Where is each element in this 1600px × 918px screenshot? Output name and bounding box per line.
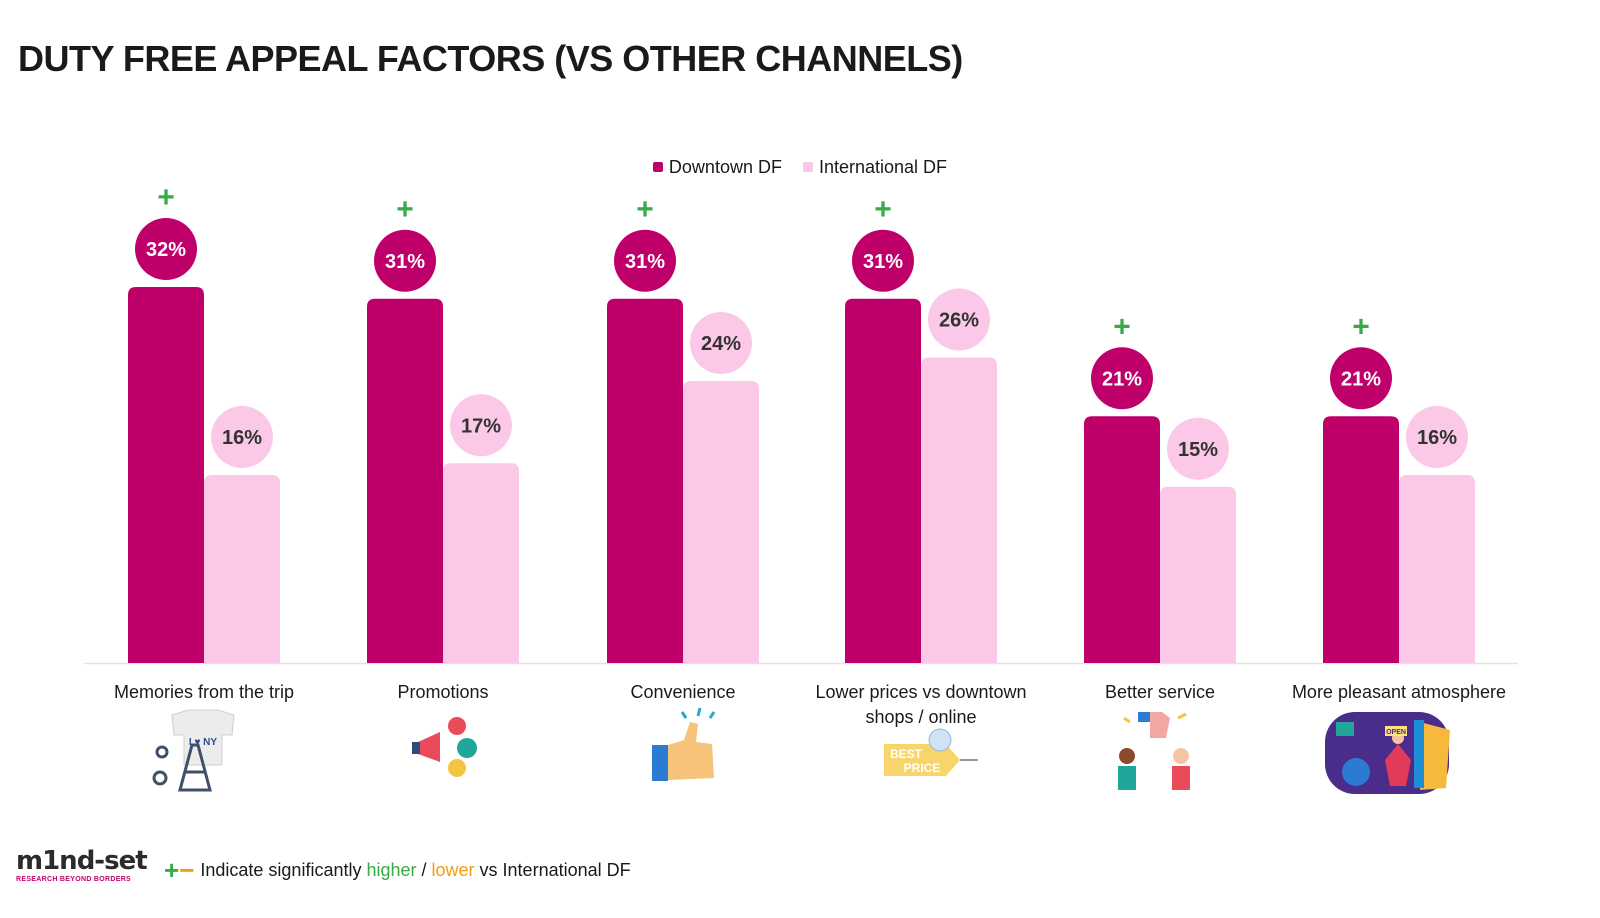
note-prefix: Indicate significantly bbox=[200, 860, 367, 880]
note-separator: / bbox=[416, 860, 432, 880]
data-label: 15% bbox=[1178, 439, 1218, 461]
logo-tagline: RESEARCH BEYOND BORDERS bbox=[16, 876, 132, 883]
tick-label: Promotions bbox=[397, 682, 488, 702]
significance-plus: + bbox=[874, 193, 892, 226]
data-label: 26% bbox=[939, 310, 979, 332]
data-label-bubble bbox=[690, 312, 752, 374]
bar-downtown bbox=[845, 298, 921, 663]
svg-text:BEST: BEST bbox=[890, 747, 923, 761]
data-label: 16% bbox=[222, 427, 262, 449]
data-label: 24% bbox=[701, 333, 741, 355]
mindset-logo: m1nd-set RESEARCH BEYOND BORDERS bbox=[16, 846, 148, 883]
service-icon bbox=[1118, 712, 1190, 790]
bar-downtown bbox=[1084, 416, 1160, 663]
data-label-bubble bbox=[1167, 417, 1229, 480]
data-label-bubble bbox=[1091, 347, 1153, 410]
bar-downtown bbox=[1323, 416, 1399, 663]
data-label-bubble bbox=[852, 229, 914, 292]
data-label: 21% bbox=[1102, 368, 1142, 390]
tick-label: Memories from the trip bbox=[114, 682, 294, 702]
legend-label-downtown: Downtown DF bbox=[668, 157, 782, 177]
data-label-bubble bbox=[928, 288, 990, 351]
data-label-bubble bbox=[1330, 347, 1392, 410]
data-label: 17% bbox=[461, 415, 501, 437]
svg-text:I ♥ NY: I ♥ NY bbox=[189, 737, 217, 748]
significance-note: +− Indicate significantly higher / lower … bbox=[164, 855, 631, 886]
svg-text:OPEN: OPEN bbox=[1386, 729, 1406, 736]
svg-text:PRICE: PRICE bbox=[904, 761, 941, 775]
bar-international bbox=[1399, 475, 1475, 663]
page-title: DUTY FREE APPEAL FACTORS (VS OTHER CHANN… bbox=[18, 38, 963, 79]
note-lower: lower bbox=[431, 860, 475, 880]
legend-swatch-international bbox=[802, 162, 813, 172]
data-label: 32% bbox=[146, 239, 186, 261]
bar-downtown bbox=[607, 298, 683, 663]
data-label: 21% bbox=[1341, 368, 1381, 390]
bar-international bbox=[921, 357, 997, 663]
chart-legend: Downtown DF International DF bbox=[0, 157, 1600, 178]
legend-label-international: International DF bbox=[818, 157, 948, 177]
data-label-bubble bbox=[374, 229, 436, 292]
significance-plus: + bbox=[1113, 310, 1131, 343]
tick-label: More pleasant atmosphere bbox=[1292, 682, 1506, 702]
data-label: 31% bbox=[385, 251, 425, 273]
note-suffix: vs International DF bbox=[474, 860, 631, 880]
bar-international bbox=[204, 475, 280, 663]
tick-label: Convenience bbox=[630, 682, 735, 702]
thumbs-up-icon bbox=[652, 707, 716, 781]
data-label: 16% bbox=[1417, 427, 1457, 449]
megaphone-icon bbox=[412, 717, 477, 777]
significance-plus: + bbox=[157, 181, 175, 214]
bar-international bbox=[1160, 486, 1236, 663]
legend-swatch-downtown bbox=[652, 162, 663, 172]
significance-plus: + bbox=[396, 193, 414, 226]
legend-item-downtown: Downtown DF bbox=[652, 157, 782, 178]
data-label-bubble bbox=[614, 229, 676, 292]
tick-label: shops / online bbox=[865, 707, 976, 727]
note-higher: higher bbox=[366, 860, 417, 880]
legend-item-international: International DF bbox=[802, 157, 948, 178]
significance-plus: + bbox=[1352, 310, 1370, 343]
logo-text: m1nd-set bbox=[16, 846, 148, 876]
bar-international bbox=[443, 463, 519, 663]
significance-plus: + bbox=[636, 193, 654, 226]
data-label-bubble bbox=[211, 406, 273, 468]
data-label: 31% bbox=[625, 251, 665, 273]
plus-icon: + bbox=[164, 855, 180, 885]
data-label: 31% bbox=[863, 251, 903, 273]
data-label-bubble bbox=[1406, 406, 1468, 468]
shop-atmosphere-icon: OPEN bbox=[1325, 712, 1450, 794]
tick-label: Lower prices vs downtown bbox=[815, 682, 1026, 702]
data-label-bubble bbox=[135, 218, 197, 280]
bar-downtown bbox=[128, 287, 204, 663]
data-label-bubble bbox=[450, 394, 512, 457]
tick-label: Better service bbox=[1105, 682, 1215, 702]
minus-icon: − bbox=[179, 855, 195, 885]
souvenir-icon: I ♥ NY bbox=[152, 709, 235, 792]
bar-downtown bbox=[367, 298, 443, 663]
bar-international bbox=[683, 381, 759, 663]
